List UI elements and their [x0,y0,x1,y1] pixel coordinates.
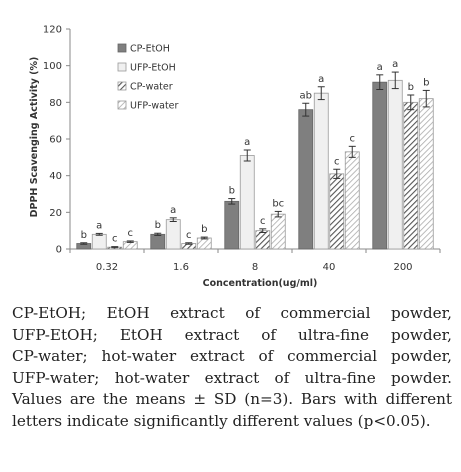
significance-label: c [186,230,192,241]
significance-label: b [423,77,429,88]
caption-line-6: letters indicate significantly different… [12,411,431,430]
x-axis-label: Concentration(ug/ml) [203,278,318,289]
significance-label: b [81,230,87,241]
significance-label: b [229,186,235,197]
y-tick-label: 120 [43,25,62,36]
legend-label: UFP-water [130,101,179,112]
figure-caption: CP-EtOH; EtOH extract of commercial powd… [12,303,452,433]
bar [313,92,329,250]
x-tick-label: 200 [393,262,412,273]
significance-label: a [170,205,176,216]
legend-swatch [117,62,127,72]
x-tick-label: 0.32 [96,262,118,273]
y-tick-label: 0 [56,245,62,256]
legend-swatch [117,81,127,91]
bar [329,173,345,250]
bar [196,237,212,250]
legend-swatch [117,100,127,110]
x-tick-label: 8 [252,262,258,273]
bar [239,155,255,250]
y-tick-label: 40 [49,171,62,182]
x-tick-label: 40 [323,262,336,273]
y-axis-label: DPPH Scavenging Activity (%) [29,57,40,218]
chart-figure: 0 20 40 60 80 100 120 DPPH Scavenging Activity … [29,25,441,289]
significance-label: a [392,59,398,70]
y-tick-label: 100 [43,61,62,72]
significance-label: c [112,234,118,245]
legend-swatch [117,43,127,53]
significance-label: b [201,224,207,235]
caption-line-3: CP-water; hot-water extract of commercia… [12,347,452,366]
legend-label: UFP-EtOH [130,63,176,74]
significance-label: ab [300,90,312,101]
significance-label: bc [272,198,284,209]
caption-line-2: UFP-EtOH; EtOH extract of ultra-fine pow… [12,325,452,344]
significance-label: a [96,220,102,231]
caption-line-1: CP-EtOH; EtOH extract of commercial powd… [12,304,452,322]
y-tick-label: 60 [49,135,62,146]
y-tick-label: 20 [49,208,62,219]
bar [270,213,286,250]
bar [403,101,419,250]
bar [224,200,240,250]
significance-label: a [318,74,324,85]
significance-label: b [408,82,414,93]
significance-label: b [155,220,161,231]
caption-line-4: UFP-water; hot-water extract of ultra-fi… [12,368,452,387]
bar [91,233,107,250]
significance-label: c [128,228,134,239]
significance-label: a [244,137,250,148]
bar-chart: 0 20 40 60 80 100 120 DPPH Scavenging Activity … [29,25,441,289]
bar [298,109,314,250]
bar [344,151,360,250]
bar [387,79,403,250]
bar [372,81,388,250]
legend-label: CP-water [130,82,173,93]
significance-label: a [377,62,383,73]
caption-line-5: Values are the means ± SD (n=3). Bars wi… [12,390,452,409]
x-tick-label: 1.6 [173,262,189,273]
bar [150,233,166,250]
bar [418,98,434,250]
significance-label: c [334,156,340,167]
significance-label: c [260,216,266,227]
significance-label: c [350,133,356,144]
y-tick-label: 80 [49,98,62,109]
bar [165,219,181,250]
legend-label: CP-EtOH [130,44,170,55]
bar [255,230,271,250]
